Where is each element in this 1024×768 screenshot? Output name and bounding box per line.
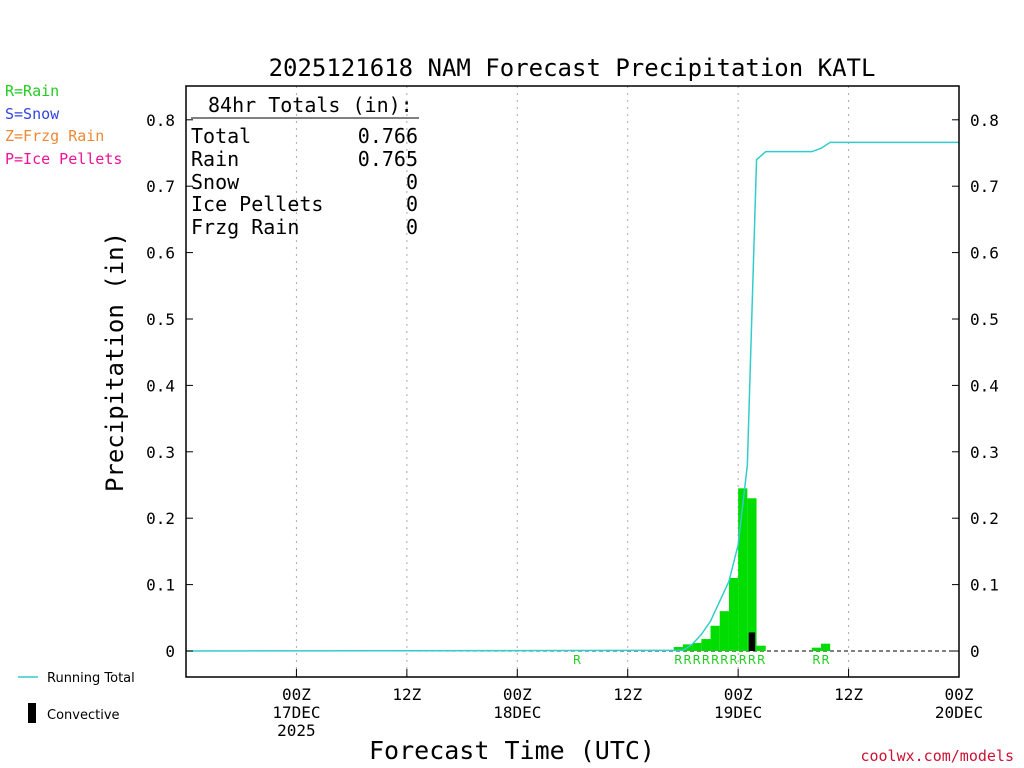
- totals-snow-label: Snow: [191, 170, 240, 194]
- y-tick-label-right: 0: [970, 642, 980, 661]
- ptype-legend-rain: R=Rain: [5, 82, 59, 100]
- ptype-marker: R: [573, 653, 581, 667]
- x-tick-label: 00Z: [945, 685, 974, 704]
- y-tick-label-right: 0.4: [970, 376, 999, 395]
- grid-layer: [186, 86, 960, 677]
- y-tick-label-left: 0.4: [146, 376, 175, 395]
- ptype-legend-snow: S=Snow: [5, 105, 60, 123]
- y-tick-label-right: 0.2: [970, 509, 999, 528]
- y-tick-label-right: 0.7: [970, 177, 999, 196]
- y-tick-label-left: 0: [165, 642, 175, 661]
- running-total-layer: [185, 141, 959, 652]
- ptype-marker: R: [683, 653, 691, 667]
- totals-snow-value: 0: [406, 170, 418, 194]
- ptype-marker: R: [729, 653, 737, 667]
- ptype-marker: R: [702, 653, 710, 667]
- y-tick-label-left: 0.8: [146, 111, 175, 130]
- x-tick-label: 12Z: [392, 685, 421, 704]
- ptype-marker: R: [821, 653, 829, 667]
- convective-bar: [748, 632, 756, 651]
- rain-bar: [728, 577, 739, 651]
- y-tick-label-right: 0.5: [970, 310, 999, 329]
- totals-rain-value: 0.765: [358, 147, 418, 171]
- chart-title: 2025121618 NAM Forecast Precipitation KA…: [269, 54, 876, 82]
- ptype-legend: R=Rain S=Snow Z=Frzg Rain P=Ice Pellets: [5, 82, 122, 168]
- ptype-marker: R: [812, 653, 820, 667]
- convective-legend-swatch: [28, 703, 36, 723]
- y-axis-label: Precipitation (in): [101, 232, 129, 492]
- ptype-marker: R: [720, 653, 728, 667]
- ptype-marker: R: [757, 653, 765, 667]
- rain-bar: [756, 645, 766, 651]
- rain-bar: [811, 647, 821, 651]
- y-tick-label-left: 0.5: [146, 310, 175, 329]
- rain-bar: [673, 647, 683, 651]
- x-tick-label: 00Z: [282, 685, 311, 704]
- totals-total-value: 0.766: [358, 124, 418, 148]
- totals-rain-label: Rain: [191, 147, 239, 171]
- x-tick-label: 20DEC: [935, 703, 983, 722]
- bars-layer: [673, 488, 831, 651]
- y-tick-label-left: 0.7: [146, 177, 175, 196]
- rain-bar: [719, 611, 729, 651]
- ptype-marker: R: [693, 653, 701, 667]
- totals-header: 84hr Totals (in):: [208, 93, 413, 117]
- ptype-marker: R: [674, 653, 682, 667]
- running-total-line: [185, 141, 959, 652]
- x-tick-label: 17DEC: [272, 703, 320, 722]
- y-tick-label-left: 0.1: [146, 576, 175, 595]
- plot-frame: [185, 85, 960, 678]
- credit-text: coolwx.com/models: [860, 747, 1014, 765]
- y-tick-label-right: 0.3: [970, 443, 999, 462]
- ptype-legend-freezing-rain: Z=Frzg Rain: [5, 127, 104, 145]
- x-tick-label: 19DEC: [714, 703, 762, 722]
- totals-freezing-rain-label: Frzg Rain: [191, 215, 299, 239]
- rain-bar: [710, 625, 720, 651]
- convective-legend-label: Convective: [47, 708, 120, 723]
- ptype-marker: R: [711, 653, 719, 667]
- y-tick-label-right: 0.8: [970, 111, 999, 130]
- x-tick-label: 18DEC: [493, 703, 541, 722]
- rain-bar: [701, 639, 711, 651]
- x-tick-label: 12Z: [613, 685, 642, 704]
- totals-ice-pellets-label: Ice Pellets: [191, 192, 323, 216]
- x-tick-label: 00Z: [503, 685, 532, 704]
- rain-bar: [692, 643, 702, 651]
- y-tick-label-right: 0.1: [970, 576, 999, 595]
- y-tick-label-left: 0.6: [146, 244, 175, 263]
- bottom-legend: Running Total Convective: [18, 671, 135, 723]
- y-tick-label-right: 0.6: [970, 244, 999, 263]
- ptype-marker: R: [748, 653, 756, 667]
- x-axis-label: Forecast Time (UTC): [369, 736, 655, 765]
- x-tick-label: 2025: [277, 721, 316, 740]
- ptype-marker: R: [739, 653, 747, 667]
- x-tick-label: 00Z: [724, 685, 753, 704]
- x-tick-label: 12Z: [834, 685, 863, 704]
- rain-bar: [747, 498, 757, 651]
- totals-box: 84hr Totals (in): Total 0.766 Rain 0.765…: [191, 93, 419, 239]
- y-tick-label-left: 0.3: [146, 443, 175, 462]
- rain-bar: [820, 643, 831, 651]
- ptype-legend-ice-pellets: P=Ice Pellets: [5, 150, 122, 168]
- totals-ice-pellets-value: 0: [406, 192, 418, 216]
- totals-freezing-rain-value: 0: [406, 215, 418, 239]
- running-total-legend-label: Running Total: [47, 671, 135, 686]
- y-tick-label-left: 0.2: [146, 509, 175, 528]
- rain-bar: [738, 488, 748, 651]
- totals-total-label: Total: [191, 124, 251, 148]
